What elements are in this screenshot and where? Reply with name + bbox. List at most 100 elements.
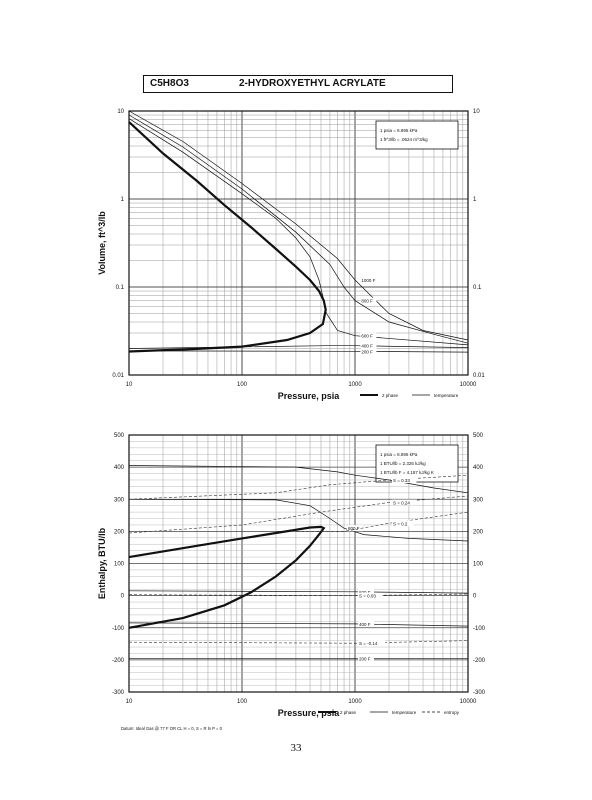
chart2-series-label-bg [392, 520, 414, 527]
chart2-isotherm-line [128, 590, 469, 594]
chart2-entropy-line [295, 511, 469, 532]
page-number: 33 [290, 742, 302, 754]
chart1-y-tick-label-left: 0.01 [112, 373, 124, 379]
chart1-series-label: 800 F [361, 299, 373, 304]
chart1-y-tick-label-right: 10 [473, 109, 480, 115]
chart2-note-text: 1 BTU/lb = 2.326 kJ/kg [380, 461, 426, 466]
chart1-x-axis-title: Pressure, psia [278, 391, 341, 401]
chart1-isotherm-line [128, 114, 469, 344]
chart2-series-label: 800 F [348, 526, 360, 531]
chart1-isotherm-line [128, 345, 469, 349]
chart2-series-label: 400 F [359, 622, 371, 627]
chart2-y-tick-label-left: -300 [112, 690, 125, 696]
chart2-series-label-bg [358, 592, 383, 599]
chart2-series-label: S = 0.2 [393, 521, 408, 526]
chart2-y-tick-label-right: -300 [473, 690, 486, 696]
chart1-series-label-bg [360, 277, 380, 284]
chart1-y-axis-title: Volume, ft^3/lb [97, 211, 107, 275]
chart1-series-label-bg [360, 332, 377, 339]
chart2-entropy-line [128, 640, 469, 644]
chart2-notes-box [375, 444, 459, 483]
chart2-x-tick-label: 10000 [460, 699, 477, 705]
chart2-y-tick-label-left: 300 [114, 497, 125, 503]
chart1-x-tick-label: 100 [237, 382, 248, 388]
chart2-series-label: S = 0.24 [393, 500, 410, 505]
chart2-y-tick-label-left: -200 [112, 658, 125, 664]
chart2-note-text: 1 psia = 6.895 kPa [380, 452, 418, 457]
chart1-y-tick-label-right: 0.01 [473, 373, 485, 379]
page-header-box: C5H8O3 2-HYDROXYETHYL ACRYLATE [143, 75, 453, 93]
chart2-series-label-bg [392, 499, 417, 506]
chart1-series-label-bg [360, 342, 377, 349]
chart1-y-tick-label-left: 1 [121, 197, 125, 203]
chart1-isotherm-line [128, 118, 469, 346]
chart2-isotherm-line [128, 465, 469, 494]
chart1-series-label: 1000 F [361, 278, 375, 283]
chart2-y-tick-label-right: 0 [473, 594, 477, 600]
chart2-series-label-bg [358, 640, 386, 647]
chart1-notes-box [375, 120, 459, 150]
chart1-y-tick-label-right: 1 [473, 197, 477, 203]
chart2-series-label-bg [358, 620, 374, 627]
chart2-y-tick-label-right: 400 [473, 465, 484, 471]
chart2-y-tick-label-right: -200 [473, 658, 486, 664]
compound-name: 2-HYDROXYETHYL ACRYLATE [239, 78, 386, 89]
chart1-x-tick-label: 10 [126, 382, 133, 388]
chart1-y-tick-label-left: 0.1 [116, 285, 125, 291]
chart2-y-tick-label-right: -100 [473, 626, 486, 632]
chart2-series-label-bg [392, 476, 417, 483]
chart2-plot-frame [128, 434, 469, 693]
chart1-isotherm-line [128, 350, 469, 353]
chart2-series-label: S = 0.03 [359, 594, 376, 599]
chart2-legend-label: entropy [444, 710, 460, 715]
chart1-y-tick-label-right: 0.1 [473, 285, 482, 291]
chart1-series-label-bg [360, 348, 377, 355]
chart2-datum-note: Datum: Ideal Gas @ 77 F OR CL H = 0, S =… [121, 726, 223, 731]
compound-formula: C5H8O3 [150, 78, 189, 89]
chart1-plot-frame [128, 110, 469, 376]
chart1-two-phase-envelope [128, 121, 327, 353]
chart2-entropy-line [128, 495, 469, 534]
chart1-series-label: 400 F [361, 344, 373, 349]
chart1-x-tick-label: 10000 [460, 382, 477, 388]
chart2-isotherm-line [128, 622, 469, 627]
chart1-note-text: 1 ft^3/lb = .0624 m^3/kg [380, 137, 428, 142]
chart1-y-tick-label-left: 10 [117, 109, 124, 115]
chart2-entropy-line [128, 593, 469, 596]
chart2-y-tick-label-left: 200 [114, 529, 125, 535]
chart2-y-tick-label-left: 400 [114, 465, 125, 471]
chart2-x-axis-title: Pressure, psia [278, 708, 341, 718]
chart2-x-tick-label: 100 [237, 699, 248, 705]
chart2-note-text: 1 BTU/lb F = 4.187 kJ/kg K [380, 470, 434, 475]
chart2-isotherm-line [128, 498, 469, 542]
chart1-series-label-bg [360, 297, 377, 304]
chart2-series-label: 600 F [359, 590, 371, 595]
chart2-y-tick-label-right: 300 [473, 497, 484, 503]
chart1-isotherm-line [128, 110, 469, 341]
chart2-series-label: S = -0.14 [359, 641, 378, 646]
chart2-y-tick-label-right: 500 [473, 433, 484, 439]
chart2-series-label-bg [347, 525, 364, 532]
chart2-y-tick-label-right: 100 [473, 562, 484, 568]
chart1-note-text: 1 psia = 6.895 kPa [380, 128, 418, 133]
chart2-series-label-bg [358, 655, 374, 662]
chart2-series-label: 200 F [359, 656, 371, 661]
chart1-legend-label: 2 phase [382, 393, 399, 398]
chart2-y-tick-label-right: 200 [473, 529, 484, 535]
chart2-y-tick-label-left: -100 [112, 626, 125, 632]
chart2-legend-label: 2 phase [340, 710, 357, 715]
chart2-x-tick-label: 1000 [348, 699, 362, 705]
chart2-series-label-bg [358, 588, 374, 595]
chart2-x-tick-label: 10 [126, 699, 133, 705]
chart2-y-tick-label-left: 0 [121, 594, 125, 600]
chart1-legend-label: temperature [434, 393, 459, 398]
chart2-two-phase-envelope [128, 525, 326, 629]
chart2-y-tick-label-left: 500 [114, 433, 125, 439]
chart2-series-label: S = 0.33 [393, 478, 410, 483]
chart2-y-tick-label-left: 100 [114, 562, 125, 568]
chart1-series-label: 600 F [361, 334, 373, 339]
chart2-legend-label: temperature [392, 710, 417, 715]
chart1-series-label: 200 F [361, 349, 373, 354]
chart2-y-axis-title: Enthalpy, BTU/lb [97, 527, 107, 599]
